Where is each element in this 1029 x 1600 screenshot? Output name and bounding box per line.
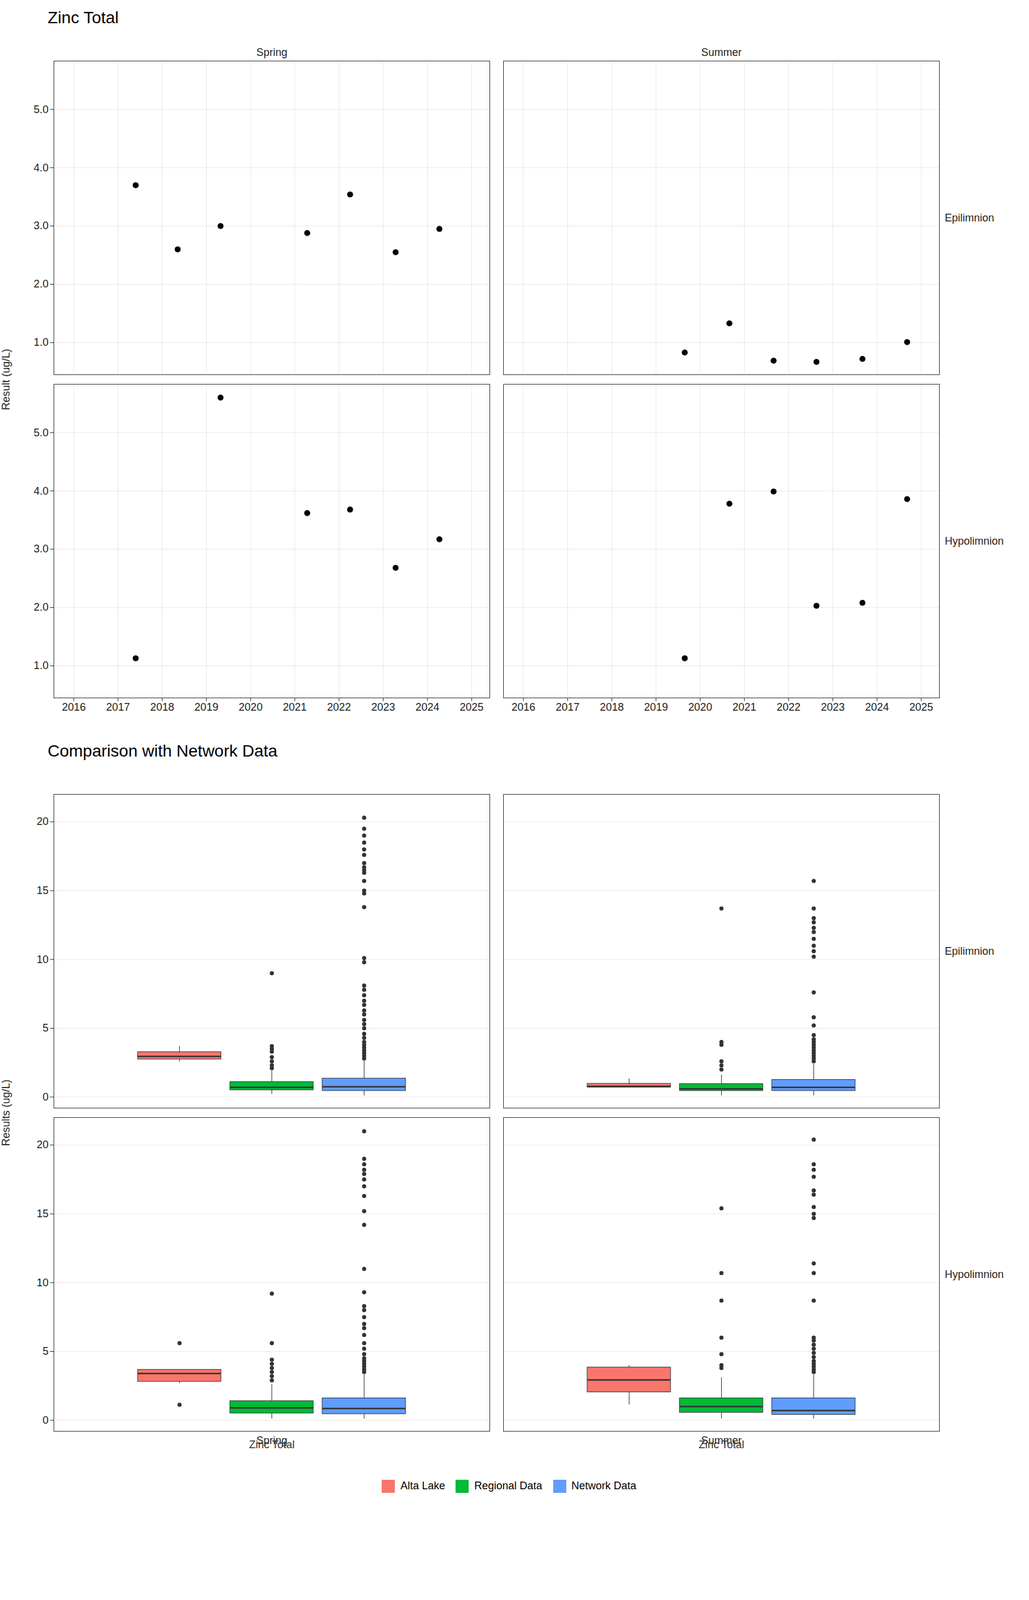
svg-text:2023: 2023 [371,701,396,714]
svg-text:2025: 2025 [459,701,484,714]
svg-text:2018: 2018 [599,701,624,714]
svg-text:Result (ug/L): Result (ug/L) [0,348,12,411]
svg-text:0: 0 [42,1091,49,1104]
svg-text:10: 10 [36,1277,49,1290]
svg-text:0: 0 [42,1414,49,1427]
svg-text:2.0: 2.0 [33,278,49,291]
svg-text:15: 15 [36,884,49,897]
html-text:Zinc Total: Zinc Total [47,8,119,27]
html-text:Regional Data: Regional Data [474,1480,543,1493]
svg-text:2021: 2021 [732,701,757,714]
svg-text:Results (ug/L): Results (ug/L) [0,1079,12,1147]
svg-text:20: 20 [36,1139,49,1152]
svg-text:5.0: 5.0 [33,426,49,439]
svg-text:Zinc Total: Zinc Total [698,1439,745,1452]
html-text:Network Data: Network Data [571,1480,637,1493]
svg-text:2017: 2017 [555,701,580,714]
svg-text:2023: 2023 [821,701,845,714]
svg-text:1.0: 1.0 [33,659,49,672]
svg-text:2021: 2021 [282,701,307,714]
svg-text:2016: 2016 [511,701,536,714]
svg-text:5: 5 [42,1345,49,1358]
svg-text:2019: 2019 [644,701,669,714]
svg-text:2016: 2016 [61,701,86,714]
svg-text:4.0: 4.0 [33,161,49,174]
svg-text:2018: 2018 [150,701,174,714]
svg-text:2025: 2025 [909,701,934,714]
svg-text:3.0: 3.0 [33,543,49,555]
svg-text:15: 15 [36,1208,49,1221]
svg-text:1.0: 1.0 [33,336,49,349]
html-text:Alta Lake: Alta Lake [400,1480,446,1493]
svg-text:2024: 2024 [865,701,890,714]
svg-text:3.0: 3.0 [33,219,49,232]
svg-text:Spring: Spring [256,46,288,59]
svg-text:Hypolimnion: Hypolimnion [945,535,1004,548]
svg-text:5: 5 [42,1022,49,1035]
svg-text:2020: 2020 [238,701,263,714]
svg-text:4.0: 4.0 [33,485,49,498]
svg-text:Hypolimnion: Hypolimnion [945,1268,1004,1281]
svg-text:10: 10 [36,953,49,966]
svg-text:5.0: 5.0 [33,103,49,116]
svg-text:2019: 2019 [194,701,219,714]
svg-text:2.0: 2.0 [33,601,49,614]
svg-text:Epilimnion: Epilimnion [945,211,995,224]
svg-text:20: 20 [36,815,49,828]
svg-text:2017: 2017 [105,701,130,714]
svg-text:Epilimnion: Epilimnion [945,945,995,958]
html-text:Comparison with Network Data: Comparison with Network Data [47,741,278,761]
svg-text:2024: 2024 [415,701,440,714]
svg-text:2022: 2022 [776,701,801,714]
svg-text:2020: 2020 [688,701,713,714]
svg-text:2022: 2022 [326,701,351,714]
svg-text:Summer: Summer [700,46,742,59]
svg-text:Zinc Total: Zinc Total [248,1439,295,1452]
